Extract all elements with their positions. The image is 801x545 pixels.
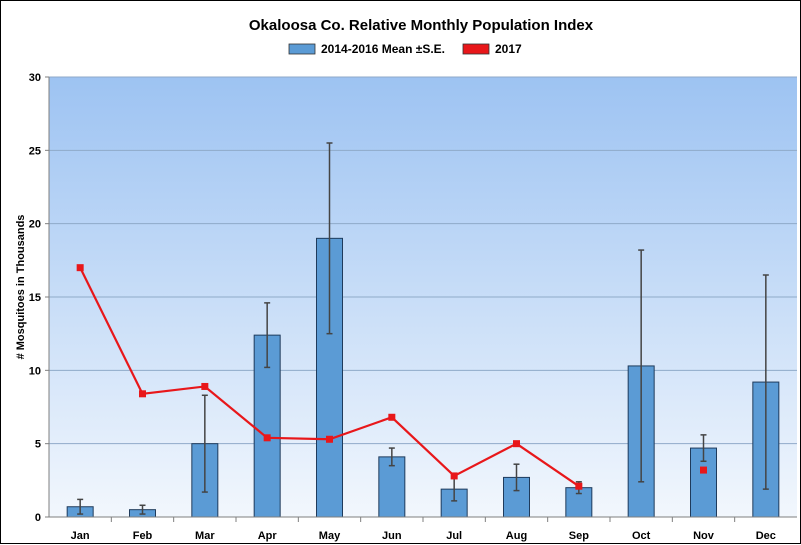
line-marker bbox=[139, 390, 146, 398]
bar bbox=[690, 447, 717, 518]
line-marker bbox=[450, 472, 458, 480]
line-marker bbox=[388, 413, 396, 421]
x-tick-label: Apr bbox=[258, 530, 278, 542]
y-axis-label: # Mosquitoes in Thousands bbox=[15, 215, 27, 360]
line-series bbox=[76, 264, 707, 490]
legend-swatch bbox=[462, 43, 490, 55]
x-tick-label: Oct bbox=[632, 530, 651, 542]
y-tick-label: 15 bbox=[29, 292, 41, 304]
y-axis-ticks: 0 5 10 15 20 25 30 bbox=[29, 72, 49, 524]
chart-title: Okaloosa Co. Relative Monthly Population… bbox=[249, 17, 594, 34]
y-tick-label: 30 bbox=[29, 72, 41, 84]
legend-swatch bbox=[288, 43, 316, 55]
y-tick-label: 25 bbox=[29, 145, 41, 157]
line-marker bbox=[201, 382, 209, 390]
line-marker bbox=[326, 435, 333, 443]
x-axis-ticks: Jan Feb Mar Apr May Jun Jul Aug Sep Oct Nov Dec bbox=[71, 517, 776, 542]
x-tick-label: Jun bbox=[382, 530, 402, 542]
x-tick-label: Aug bbox=[506, 530, 527, 542]
line-marker bbox=[700, 466, 707, 474]
gridlines bbox=[49, 76, 797, 445]
line-marker bbox=[263, 434, 271, 442]
y-tick-label: 10 bbox=[29, 365, 41, 377]
y-tick-label: 0 bbox=[35, 512, 41, 524]
x-tick-label: Dec bbox=[756, 530, 776, 542]
legend-label: 2017 bbox=[495, 42, 522, 56]
x-tick-label: Jan bbox=[71, 530, 90, 542]
y-tick-label: 20 bbox=[29, 219, 41, 231]
x-tick-label: Sep bbox=[569, 530, 589, 542]
line-marker bbox=[76, 264, 84, 272]
legend: 2014-2016 Mean ±S.E. 2017 bbox=[288, 42, 522, 56]
x-tick-label: Nov bbox=[693, 530, 715, 542]
line-marker bbox=[513, 440, 520, 448]
y-tick-label: 5 bbox=[35, 439, 41, 451]
x-tick-label: Mar bbox=[195, 530, 215, 542]
x-tick-label: Jul bbox=[446, 530, 462, 542]
legend-label: 2014-2016 Mean ±S.E. bbox=[321, 42, 445, 56]
line-marker bbox=[575, 482, 583, 490]
error-bars bbox=[77, 142, 769, 515]
x-tick-label: May bbox=[319, 530, 341, 542]
x-tick-label: Feb bbox=[133, 530, 153, 542]
bars bbox=[66, 237, 780, 518]
